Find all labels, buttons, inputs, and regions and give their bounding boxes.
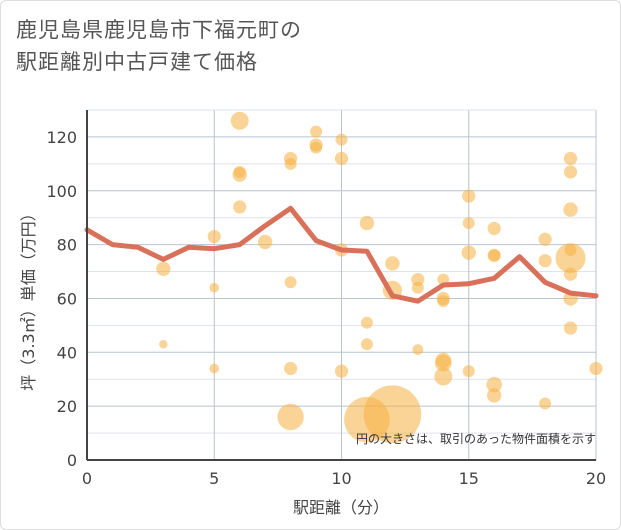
data-point <box>437 295 450 308</box>
y-tick-label: 120 <box>46 128 77 147</box>
data-point <box>159 340 168 349</box>
data-point <box>462 365 475 378</box>
y-tick-label: 100 <box>46 182 77 201</box>
data-point <box>487 221 501 236</box>
tick-labels: 0 5 10 15 20 0 20 40 60 80 100 120 <box>46 128 606 488</box>
trend-line <box>84 205 599 304</box>
data-point <box>233 200 247 214</box>
x-tick-label: 10 <box>331 469 351 488</box>
data-point <box>462 189 476 203</box>
x-tick-label: 20 <box>586 469 606 488</box>
data-point <box>563 267 578 281</box>
chart-title: 鹿児島県鹿児島市下福元町の 駅距離別中古戸建て価格 <box>16 14 302 78</box>
data-point <box>539 397 552 410</box>
data-point <box>538 232 552 246</box>
data-point <box>310 125 323 138</box>
data-point <box>563 165 578 179</box>
data-point <box>487 388 502 403</box>
data-point <box>334 151 349 166</box>
data-point <box>310 141 323 154</box>
data-point <box>363 385 422 444</box>
data-point <box>284 361 298 376</box>
data-point <box>230 111 249 130</box>
data-point <box>360 316 373 329</box>
data-point <box>434 354 452 372</box>
data-point <box>563 202 578 217</box>
data-point <box>488 249 501 262</box>
trend-layer <box>84 205 599 304</box>
data-point <box>232 167 247 182</box>
data-point <box>284 276 297 289</box>
data-point <box>334 364 349 378</box>
data-point <box>207 229 221 244</box>
data-point <box>589 361 603 376</box>
bubble-layer <box>156 111 603 444</box>
chart-title-line-2: 駅距離別中古戸建て価格 <box>16 50 258 74</box>
y-tick-label: 80 <box>57 236 77 255</box>
data-point <box>257 234 273 250</box>
data-point <box>462 217 475 230</box>
size-annotation: 円の大きさは、取引のあった物件面積を示す <box>356 431 596 446</box>
data-point <box>284 157 297 170</box>
y-tick-label: 60 <box>57 289 77 308</box>
data-point <box>486 376 503 393</box>
data-point <box>209 363 220 374</box>
data-point <box>434 367 453 386</box>
x-tick-label: 0 <box>82 469 92 488</box>
axes <box>86 110 596 461</box>
data-point <box>359 215 375 231</box>
data-point <box>209 282 220 293</box>
data-point <box>563 151 578 166</box>
x-tick-label: 15 <box>459 469 479 488</box>
chart-title-line-1: 鹿児島県鹿児島市下福元町の <box>16 18 302 42</box>
data-point <box>335 133 348 146</box>
data-point <box>538 254 552 268</box>
data-point <box>360 338 373 351</box>
data-point <box>411 281 424 294</box>
y-tick-label: 20 <box>57 397 77 416</box>
data-point <box>563 321 578 335</box>
y-tick-label: 40 <box>57 343 77 362</box>
x-axis-label: 駅距離（分） <box>293 498 389 517</box>
data-point <box>461 245 476 260</box>
data-point <box>156 261 171 277</box>
data-point <box>385 256 400 271</box>
data-point <box>555 243 586 274</box>
y-axis-label: 坪（3.3㎡）単価（万円） <box>19 205 38 390</box>
data-point <box>412 344 424 356</box>
x-tick-label: 5 <box>209 469 219 488</box>
y-tick-label: 0 <box>67 451 77 470</box>
data-point <box>277 403 304 431</box>
